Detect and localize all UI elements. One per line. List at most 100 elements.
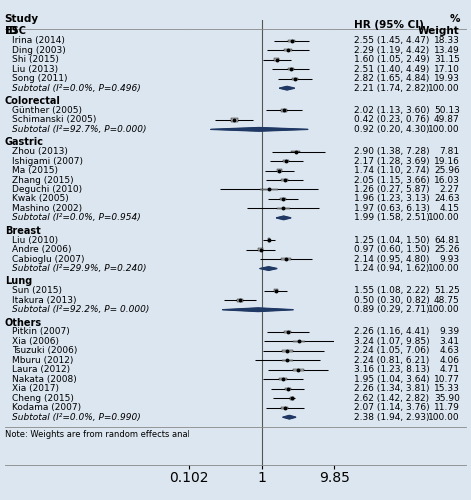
Text: 100.00: 100.00 xyxy=(428,412,460,422)
Text: 51.25: 51.25 xyxy=(434,286,460,296)
Text: 10.77: 10.77 xyxy=(434,375,460,384)
Text: 1.95 (1.04, 3.64): 1.95 (1.04, 3.64) xyxy=(354,375,430,384)
Bar xyxy=(231,118,238,122)
Text: 2.51 (1.40, 4.49): 2.51 (1.40, 4.49) xyxy=(354,64,430,74)
Text: 9.93: 9.93 xyxy=(439,254,460,264)
Bar xyxy=(281,198,286,200)
Polygon shape xyxy=(222,308,293,312)
Text: 2.26 (1.16, 4.41): 2.26 (1.16, 4.41) xyxy=(354,328,430,336)
Bar xyxy=(292,78,298,80)
Text: 50.13: 50.13 xyxy=(434,106,460,115)
Text: Study
ID: Study ID xyxy=(5,14,39,36)
Text: 100.00: 100.00 xyxy=(428,125,460,134)
Bar xyxy=(281,109,287,112)
Text: Schimanski (2005): Schimanski (2005) xyxy=(12,116,97,124)
Text: 2.07 (1.14, 3.76): 2.07 (1.14, 3.76) xyxy=(354,403,430,412)
Text: Subtotal (I²=92.2%, P= 0.000): Subtotal (I²=92.2%, P= 0.000) xyxy=(12,305,149,314)
Bar xyxy=(284,50,292,51)
Text: Liu (2013): Liu (2013) xyxy=(12,64,58,74)
Bar xyxy=(293,369,304,370)
Text: 48.75: 48.75 xyxy=(434,296,460,305)
Text: Note: Weights are from random effects analysis: Note: Weights are from random effects an… xyxy=(5,430,206,440)
Text: Andre (2006): Andre (2006) xyxy=(12,245,72,254)
Text: 4.15: 4.15 xyxy=(440,204,460,213)
Text: Nakata (2008): Nakata (2008) xyxy=(12,375,77,384)
Text: 9.39: 9.39 xyxy=(439,328,460,336)
Text: 1.25 (1.04, 1.50): 1.25 (1.04, 1.50) xyxy=(354,236,430,244)
Text: 2.14 (0.95, 4.80): 2.14 (0.95, 4.80) xyxy=(354,254,430,264)
Text: 1.24 (0.94, 1.62): 1.24 (0.94, 1.62) xyxy=(354,264,430,273)
Text: 3.41: 3.41 xyxy=(440,337,460,346)
Text: 1.99 (1.58, 2.51): 1.99 (1.58, 2.51) xyxy=(354,214,430,222)
Text: 24.63: 24.63 xyxy=(434,194,460,203)
Text: 3.24 (1.07, 9.85): 3.24 (1.07, 9.85) xyxy=(354,337,430,346)
Text: 2.82 (1.65, 4.84): 2.82 (1.65, 4.84) xyxy=(354,74,430,83)
Text: 0.92 (0.20, 4.30): 0.92 (0.20, 4.30) xyxy=(354,125,430,134)
Text: 16.03: 16.03 xyxy=(434,176,460,184)
Text: Zhang (2015): Zhang (2015) xyxy=(12,176,74,184)
Polygon shape xyxy=(260,266,277,270)
Bar xyxy=(277,169,282,172)
Text: Kwak (2005): Kwak (2005) xyxy=(12,194,69,203)
Text: Günther (2005): Günther (2005) xyxy=(12,106,82,115)
Text: 19.93: 19.93 xyxy=(434,74,460,83)
Text: 25.96: 25.96 xyxy=(434,166,460,175)
Text: Subtotal (I²=0.0%, P=0.990): Subtotal (I²=0.0%, P=0.990) xyxy=(12,412,141,422)
Text: 2.26 (1.34, 3.81): 2.26 (1.34, 3.81) xyxy=(354,384,430,394)
Bar xyxy=(282,360,293,361)
Text: Gastric: Gastric xyxy=(5,137,44,147)
Bar xyxy=(281,179,288,181)
Bar xyxy=(277,208,290,209)
Text: 64.81: 64.81 xyxy=(434,236,460,244)
Text: Ishigami (2007): Ishigami (2007) xyxy=(12,156,83,166)
Text: Lung: Lung xyxy=(5,276,32,286)
Text: 2.02 (1.13, 3.60): 2.02 (1.13, 3.60) xyxy=(354,106,430,115)
Text: Xia (2017): Xia (2017) xyxy=(12,384,59,394)
Polygon shape xyxy=(283,416,296,419)
Bar xyxy=(284,160,289,162)
Bar xyxy=(291,150,300,152)
Polygon shape xyxy=(276,216,291,220)
Text: 11.79: 11.79 xyxy=(434,403,460,412)
Bar xyxy=(258,248,263,251)
Text: HR (95% CI): HR (95% CI) xyxy=(354,20,424,30)
Text: 2.29 (1.19, 4.42): 2.29 (1.19, 4.42) xyxy=(354,46,430,55)
Text: 18.33: 18.33 xyxy=(434,36,460,46)
Text: 2.55 (1.45, 4.47): 2.55 (1.45, 4.47) xyxy=(354,36,430,46)
Bar xyxy=(291,397,294,400)
Polygon shape xyxy=(211,128,308,131)
Bar xyxy=(282,406,288,408)
Text: 4.63: 4.63 xyxy=(440,346,460,356)
Text: 0.89 (0.29, 2.71): 0.89 (0.29, 2.71) xyxy=(354,305,430,314)
Text: 49.87: 49.87 xyxy=(434,116,460,124)
Text: Sun (2015): Sun (2015) xyxy=(12,286,62,296)
Text: Deguchi (2010): Deguchi (2010) xyxy=(12,185,82,194)
Polygon shape xyxy=(279,86,295,90)
Text: 2.24 (1.05, 7.06): 2.24 (1.05, 7.06) xyxy=(354,346,430,356)
Bar xyxy=(284,388,291,390)
Text: 100.00: 100.00 xyxy=(428,84,460,92)
Text: Irina (2014): Irina (2014) xyxy=(12,36,65,46)
Text: Kodama (2007): Kodama (2007) xyxy=(12,403,81,412)
Text: 1.55 (1.08, 2.22): 1.55 (1.08, 2.22) xyxy=(354,286,430,296)
Text: 100.00: 100.00 xyxy=(428,264,460,273)
Text: 1.60 (1.05, 2.49): 1.60 (1.05, 2.49) xyxy=(354,56,430,64)
Text: 4.71: 4.71 xyxy=(440,366,460,374)
Bar xyxy=(274,289,278,292)
Text: Mashino (2002): Mashino (2002) xyxy=(12,204,82,213)
Text: 31.15: 31.15 xyxy=(434,56,460,64)
Bar xyxy=(288,68,294,70)
Text: 1.26 (0.27, 5.87): 1.26 (0.27, 5.87) xyxy=(354,185,430,194)
Text: 2.24 (0.81, 6.21): 2.24 (0.81, 6.21) xyxy=(354,356,430,365)
Text: ESC: ESC xyxy=(5,26,26,36)
Bar xyxy=(279,378,286,380)
Text: 100.00: 100.00 xyxy=(428,214,460,222)
Text: Itakura (2013): Itakura (2013) xyxy=(12,296,77,305)
Text: Subtotal (I²=29.9%, P=0.240): Subtotal (I²=29.9%, P=0.240) xyxy=(12,264,146,273)
Bar xyxy=(284,331,292,333)
Text: Ma (2015): Ma (2015) xyxy=(12,166,58,175)
Text: 3.16 (1.23, 8.13): 3.16 (1.23, 8.13) xyxy=(354,366,430,374)
Bar xyxy=(282,350,293,352)
Bar xyxy=(268,238,270,242)
Bar xyxy=(237,298,243,302)
